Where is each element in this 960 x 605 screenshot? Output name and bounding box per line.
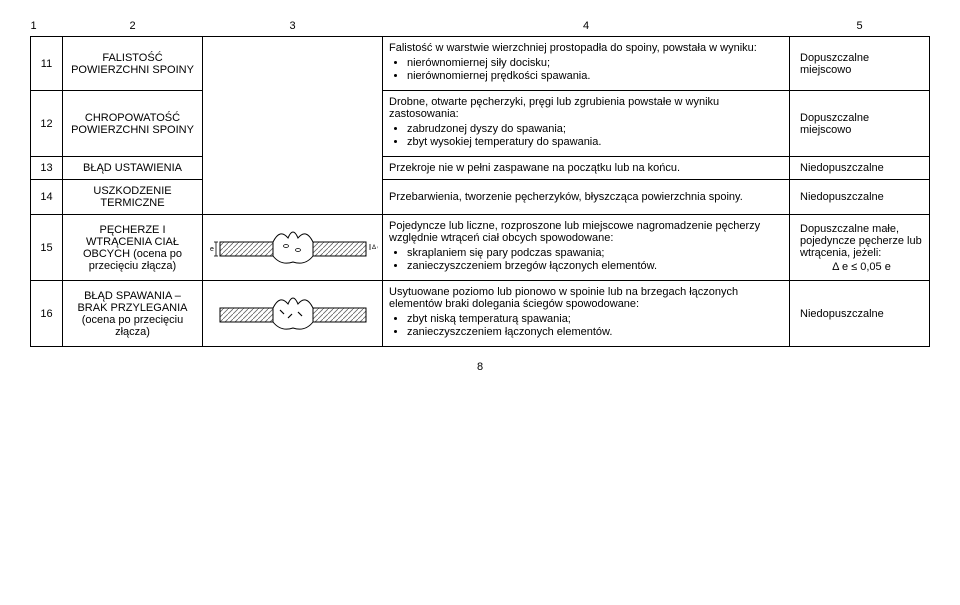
desc-intro: Drobne, otwarte pęcherzyki, pręgi lub zg… — [389, 96, 719, 120]
de-label: Δ e — [372, 245, 378, 251]
desc-list: nierównomiernej siły docisku; nierównomi… — [407, 57, 783, 82]
weld-diagram-16 — [208, 284, 378, 344]
desc-plain: Przekroje nie w pełni zaspawane na począ… — [389, 162, 680, 174]
table-row: 16 BŁĄD SPAWANIA – BRAK PRZYLEGANIA (oce… — [31, 281, 930, 347]
desc-list: skraplaniem się pary podczas spawania; z… — [407, 247, 783, 272]
head-4: 4 — [583, 20, 589, 32]
row-name: BŁĄD USTAWIENIA — [83, 162, 182, 174]
desc-intro: Falistość w warstwie wierzchniej prostop… — [389, 42, 757, 54]
row-num: 12 — [40, 118, 52, 130]
allow-text: Dopuszczalne małe, pojedyncze pęcherze l… — [800, 223, 922, 259]
row-num: 14 — [40, 191, 52, 203]
desc-list: zabrudzonej dyszy do spawania; zbyt wyso… — [407, 123, 783, 148]
desc-intro: Pojedyncze lub liczne, rozproszone lub m… — [389, 220, 760, 244]
table-row: 15 PĘCHERZE I WTRĄCENIA CIAŁ OBCYCH (oce… — [31, 215, 930, 281]
e-label: e — [210, 246, 214, 253]
diagram-cell: e Δ e — [203, 215, 383, 281]
list-item: zanieczyszczeniem brzegów łączonych elem… — [407, 260, 783, 272]
list-item: zabrudzonej dyszy do spawania; — [407, 123, 783, 135]
page-number: 8 — [30, 361, 930, 373]
desc-intro: Usytuowane poziomo lub pionowo w spoinie… — [389, 286, 738, 310]
head-5: 5 — [856, 20, 862, 32]
row-num: 15 — [40, 242, 52, 254]
allow-text: Niedopuszczalne — [800, 162, 884, 174]
head-3: 3 — [289, 20, 295, 32]
head-2: 2 — [129, 20, 135, 32]
row-name: FALISTOŚĆ POWIERZCHNI SPOINY — [71, 52, 194, 76]
row-num: 11 — [41, 58, 52, 70]
head-1: 1 — [31, 20, 37, 32]
table-row: 12 CHROPOWATOŚĆ POWIERZCHNI SPOINY Drobn… — [31, 91, 930, 157]
desc-plain: Przebarwienia, tworzenie pęcherzyków, bł… — [389, 191, 743, 203]
list-item: nierównomiernej prędkości spawania. — [407, 70, 783, 82]
allow-text: Niedopuszczalne — [800, 308, 884, 320]
header-row: 1 2 3 4 5 — [31, 20, 930, 37]
list-item: zanieczyszczeniem łączonych elementów. — [407, 326, 783, 338]
table-row: 14 USZKODZENIE TERMICZNE Przebarwienia, … — [31, 180, 930, 215]
row-name: CHROPOWATOŚĆ POWIERZCHNI SPOINY — [71, 112, 194, 136]
allow-text: Dopuszczalne miejscowo — [800, 52, 869, 76]
row-name: PĘCHERZE I WTRĄCENIA CIAŁ OBCYCH (ocena … — [83, 224, 182, 272]
desc-list: zbyt niską temperaturą spawania; zaniecz… — [407, 313, 783, 338]
allow-text: Dopuszczalne miejscowo — [800, 112, 869, 136]
allow-formula: Δ e ≤ 0,05 e — [800, 261, 923, 273]
weld-diagram-15: e Δ e — [208, 218, 378, 278]
list-item: zbyt wysokiej temperatury do spawania. — [407, 136, 783, 148]
row-name: BŁĄD SPAWANIA – BRAK PRZYLEGANIA (ocena … — [77, 290, 187, 338]
diagram-cell — [203, 281, 383, 347]
table-row: 11 FALISTOŚĆ POWIERZCHNI SPOINY Falistoś… — [31, 37, 930, 91]
img-cell-empty — [203, 37, 383, 215]
defects-table: 1 2 3 4 5 11 FALISTOŚĆ POWIERZCHNI SPOIN… — [30, 20, 930, 347]
allow-text: Niedopuszczalne — [800, 191, 884, 203]
row-num: 16 — [40, 308, 52, 320]
list-item: skraplaniem się pary podczas spawania; — [407, 247, 783, 259]
list-item: zbyt niską temperaturą spawania; — [407, 313, 783, 325]
table-row: 13 BŁĄD USTAWIENIA Przekroje nie w pełni… — [31, 157, 930, 180]
list-item: nierównomiernej siły docisku; — [407, 57, 783, 69]
row-num: 13 — [40, 162, 52, 174]
row-name: USZKODZENIE TERMICZNE — [93, 185, 171, 209]
